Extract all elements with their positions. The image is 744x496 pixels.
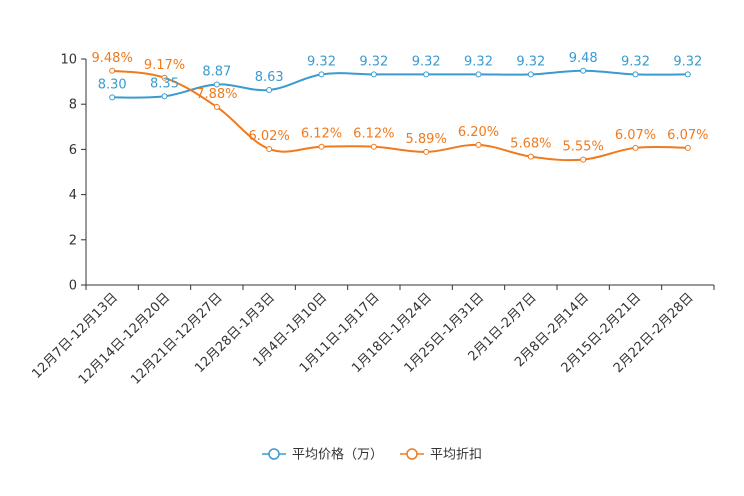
data-point-0-8[interactable] (527, 71, 534, 78)
data-label-1-11: 6.07% (667, 128, 708, 143)
y-tick-label: 0 (69, 279, 77, 294)
data-label-0-3: 8.63 (255, 70, 284, 85)
chart-legend[interactable]: 平均价格（万） 平均折扣 (262, 447, 482, 463)
data-point-1-8[interactable] (527, 153, 534, 160)
data-label-0-0: 8.30 (98, 77, 127, 92)
data-label-1-5: 6.12% (353, 127, 394, 142)
chart-axes: 0 2 4 6 8 10 12月7日-12月13日12月14日-12月20日12月21日-1… (29, 53, 715, 388)
data-point-0-7[interactable] (475, 71, 482, 78)
data-label-0-2: 8.87 (202, 65, 231, 80)
data-point-1-1[interactable] (161, 74, 168, 81)
data-label-1-10: 6.07% (615, 128, 656, 143)
data-point-1-3[interactable] (266, 145, 273, 152)
y-tick-label: 6 (69, 143, 77, 158)
data-label-1-1: 9.17% (144, 58, 185, 73)
y-tick-label: 8 (69, 98, 77, 113)
data-point-0-4[interactable] (318, 71, 325, 78)
y-tick-label: 10 (60, 53, 77, 68)
legend-item-0[interactable]: 平均价格（万） (262, 447, 383, 463)
chart-series-lines (112, 69, 688, 162)
data-label-0-11: 9.32 (673, 54, 702, 69)
data-label-1-6: 5.89% (406, 132, 447, 147)
data-label-1-2: 7.88% (196, 87, 237, 102)
x-tick-label: 12月7日-12月13日 (29, 290, 121, 382)
data-point-1-4[interactable] (318, 143, 325, 150)
data-point-0-3[interactable] (266, 86, 273, 93)
data-label-0-10: 9.32 (621, 54, 650, 69)
chart-data-labels: 8.30 8.35 8.87 8.63 9.32 9.32 9.32 9.32 9.32 9.48… (92, 51, 709, 155)
x-tick-label: 12月14日-12月20日 (76, 290, 173, 387)
data-label-1-9: 5.55% (563, 140, 604, 155)
data-label-0-7: 9.32 (464, 54, 493, 69)
data-point-0-9[interactable] (580, 67, 587, 74)
data-point-0-6[interactable] (423, 71, 430, 78)
x-tick-label: 12月21日-12月27日 (128, 290, 225, 387)
data-label-1-4: 6.12% (301, 127, 342, 142)
legend-label-1: 平均折扣 (430, 448, 482, 463)
data-point-1-2[interactable] (213, 103, 220, 110)
data-label-0-9: 9.48 (569, 51, 598, 66)
data-point-0-1[interactable] (161, 93, 168, 100)
legend-item-1[interactable]: 平均折扣 (400, 448, 482, 463)
data-label-0-8: 9.32 (516, 54, 545, 69)
data-point-1-5[interactable] (370, 143, 377, 150)
data-label-0-5: 9.32 (359, 54, 388, 69)
data-point-0-5[interactable] (370, 71, 377, 78)
data-label-1-3: 6.02% (249, 129, 290, 144)
data-label-0-6: 9.32 (412, 54, 441, 69)
data-point-1-11[interactable] (684, 144, 691, 151)
legend-marker-0 (268, 448, 280, 460)
legend-marker-1 (406, 448, 418, 460)
series-line-0 (112, 69, 688, 99)
data-label-0-4: 9.32 (307, 54, 336, 69)
data-point-0-2[interactable] (213, 81, 220, 88)
data-point-1-10[interactable] (632, 144, 639, 151)
data-label-1-0: 9.48% (92, 51, 133, 66)
data-point-0-0[interactable] (109, 94, 116, 101)
y-tick-label: 4 (69, 188, 77, 203)
data-point-1-0[interactable] (109, 67, 116, 74)
data-point-0-10[interactable] (632, 71, 639, 78)
y-tick-label: 2 (69, 233, 77, 248)
data-point-0-11[interactable] (684, 71, 691, 78)
data-point-1-6[interactable] (423, 148, 430, 155)
series-line-1 (112, 69, 688, 162)
chart-series-points (109, 67, 691, 163)
data-point-1-7[interactable] (475, 141, 482, 148)
data-point-1-9[interactable] (580, 156, 587, 163)
data-label-0-1: 8.35 (150, 76, 179, 91)
data-label-1-7: 6.20% (458, 125, 499, 140)
legend-label-0: 平均价格（万） (292, 447, 383, 463)
data-label-1-8: 5.68% (510, 137, 551, 152)
